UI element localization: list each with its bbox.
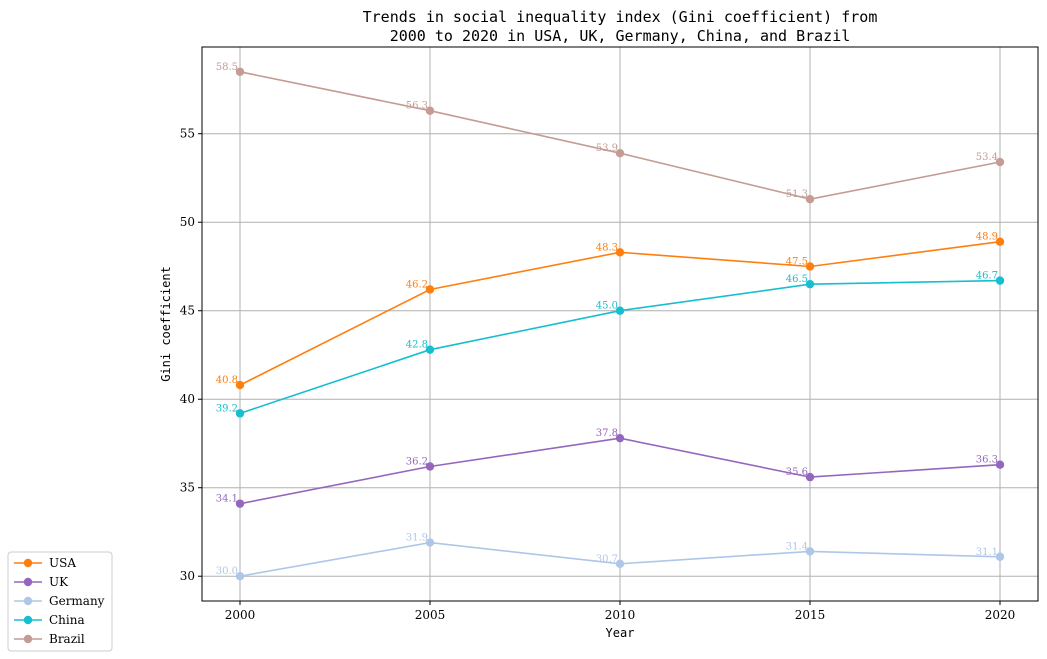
data-label-usa: 46.2 xyxy=(406,279,428,290)
data-label-uk: 36.3 xyxy=(976,455,998,466)
x-tick-label: 2000 xyxy=(225,608,256,622)
data-label-brazil: 51.3 xyxy=(786,189,808,200)
data-label-china: 42.8 xyxy=(406,340,428,351)
x-tick-label: 2010 xyxy=(605,608,636,622)
y-tick-label: 30 xyxy=(180,569,195,583)
data-point-brazil xyxy=(425,106,435,115)
legend-swatch-marker-china xyxy=(23,615,33,625)
y-tick-label: 40 xyxy=(180,392,195,406)
legend: USA UK Germany China Brazil xyxy=(7,551,113,652)
data-point-usa xyxy=(805,262,815,271)
data-point-usa xyxy=(995,237,1005,246)
data-point-usa xyxy=(425,285,435,294)
data-label-china: 46.7 xyxy=(976,271,998,282)
data-point-brazil xyxy=(235,67,245,76)
legend-swatch-marker-uk xyxy=(23,577,33,587)
data-point-germany xyxy=(805,547,815,556)
chart-title-line-2: 2000 to 2020 in USA, UK, Germany, China,… xyxy=(390,27,851,45)
y-tick-label: 55 xyxy=(180,127,195,141)
data-point-brazil xyxy=(615,148,625,158)
y-axis-label: Gini coefficient xyxy=(159,266,173,382)
legend-swatch-marker-usa xyxy=(23,558,33,568)
data-label-brazil: 53.4 xyxy=(976,152,998,163)
data-point-china xyxy=(995,276,1005,285)
series: 40.8 46.2 48.3 47.5 48.9 34.1 36.2 37.8 35.6 36.3… xyxy=(216,62,1005,581)
data-label-germany: 30.7 xyxy=(596,554,618,565)
legend-entry-uk: UK xyxy=(49,575,69,589)
data-point-uk xyxy=(995,460,1005,469)
data-label-germany: 31.9 xyxy=(406,533,428,544)
legend-entry-germany: Germany xyxy=(49,594,105,608)
x-tick-label: 2005 xyxy=(415,608,446,622)
data-point-usa xyxy=(235,380,245,390)
x-axis-label: Year xyxy=(606,626,635,640)
data-point-uk xyxy=(615,433,625,443)
data-label-uk: 35.6 xyxy=(786,467,808,478)
grid xyxy=(202,47,1038,601)
data-label-brazil: 53.9 xyxy=(596,143,618,154)
data-label-germany: 31.1 xyxy=(976,547,998,558)
data-point-china xyxy=(425,345,435,354)
axis-ticks: 2000 2005 2010 2015 2020 30 35 40 45 50 55 xyxy=(180,127,1016,622)
data-point-brazil xyxy=(995,157,1005,167)
data-point-usa xyxy=(615,248,625,257)
data-label-china: 45.0 xyxy=(596,301,618,312)
data-label-usa: 48.3 xyxy=(596,242,618,253)
legend-entry-usa: USA xyxy=(49,556,76,570)
y-tick-label: 35 xyxy=(180,481,195,495)
x-tick-label: 2020 xyxy=(985,608,1016,622)
data-label-usa: 47.5 xyxy=(786,256,808,267)
data-point-germany xyxy=(995,552,1005,561)
data-label-china: 39.2 xyxy=(216,403,238,414)
data-label-brazil: 56.3 xyxy=(406,101,428,112)
data-label-germany: 31.4 xyxy=(786,541,808,552)
data-point-germany xyxy=(615,559,625,569)
data-point-brazil xyxy=(805,195,815,204)
data-point-china xyxy=(235,409,245,418)
data-point-uk xyxy=(805,472,815,482)
data-label-uk: 34.1 xyxy=(216,494,238,505)
data-point-china xyxy=(805,279,815,289)
data-point-uk xyxy=(425,462,435,471)
data-label-china: 46.5 xyxy=(786,274,808,285)
data-label-usa: 48.9 xyxy=(976,232,998,243)
data-label-usa: 40.8 xyxy=(216,375,238,386)
y-tick-label: 45 xyxy=(180,304,195,318)
chart-title-line-1: Trends in social inequality index (Gini … xyxy=(363,8,878,26)
legend-box xyxy=(7,551,113,652)
legend-swatch-marker-brazil xyxy=(23,634,33,644)
x-tick-label: 2015 xyxy=(795,608,826,622)
legend-swatch-marker-germany xyxy=(23,596,33,606)
data-point-uk xyxy=(235,499,245,508)
data-label-uk: 36.2 xyxy=(406,456,428,467)
legend-entry-china: China xyxy=(49,613,85,627)
y-tick-label: 50 xyxy=(180,215,195,229)
data-point-china xyxy=(615,306,625,315)
data-label-brazil: 58.5 xyxy=(216,62,238,73)
data-label-germany: 30.0 xyxy=(216,566,238,577)
legend-entry-brazil: Brazil xyxy=(49,632,85,646)
data-point-germany xyxy=(425,538,435,547)
data-label-uk: 37.8 xyxy=(596,428,618,439)
data-point-germany xyxy=(235,572,245,581)
